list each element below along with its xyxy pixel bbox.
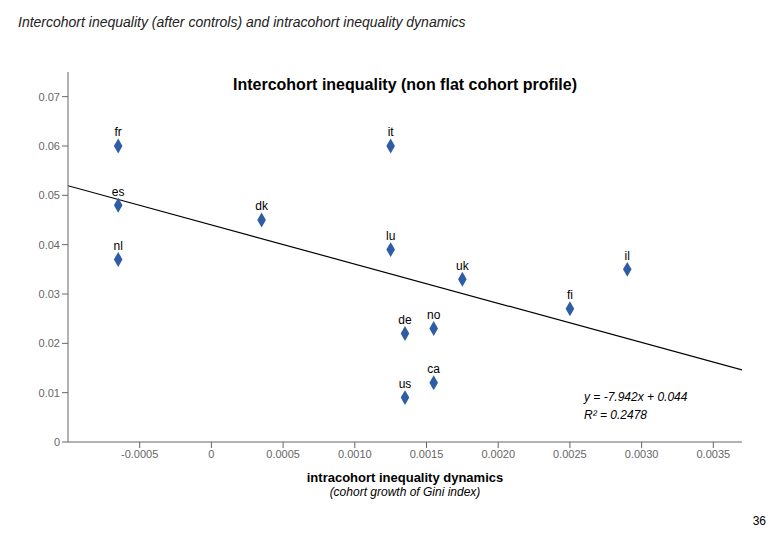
html-text:(cohort growth of Gini index): (cohort growth of Gini index)	[329, 485, 481, 499]
svg-text:nl: nl	[114, 239, 123, 253]
html-text:intracohort inequality dynamic: intracohort inequality dynamics	[306, 470, 504, 485]
svg-text:0.01: 0.01	[39, 387, 60, 399]
svg-text:dk: dk	[255, 199, 269, 213]
html-text:Intercohort inequality (after: Intercohort inequality (after controls) …	[18, 14, 466, 30]
svg-text:uk: uk	[456, 259, 470, 273]
svg-text:0: 0	[208, 448, 214, 460]
svg-text:no: no	[427, 308, 441, 322]
svg-text:0.06: 0.06	[39, 140, 60, 152]
svg-text:0.0035: 0.0035	[696, 448, 730, 460]
svg-text:il: il	[625, 249, 630, 263]
svg-text:de: de	[398, 313, 412, 327]
svg-text:ca: ca	[427, 362, 440, 376]
svg-text:-0.0005: -0.0005	[121, 448, 158, 460]
svg-text:0.0030: 0.0030	[625, 448, 659, 460]
svg-text:0.0005: 0.0005	[266, 448, 300, 460]
svg-text:es: es	[112, 185, 125, 199]
html-text:y = -7.942x + 0.044: y = -7.942x + 0.044	[584, 390, 688, 404]
svg-text:0.02: 0.02	[39, 337, 60, 349]
svg-text:lu: lu	[386, 229, 395, 243]
svg-text:0.0020: 0.0020	[481, 448, 515, 460]
svg-text:it: it	[388, 125, 395, 139]
svg-text:0.0015: 0.0015	[410, 448, 444, 460]
svg-text:us: us	[399, 377, 412, 391]
svg-text:0.05: 0.05	[39, 189, 60, 201]
html-text:R² = 0.2478: R² = 0.2478	[584, 408, 647, 422]
svg-text:0: 0	[54, 436, 60, 448]
svg-text:fi: fi	[567, 288, 573, 302]
svg-text:0.0010: 0.0010	[338, 448, 372, 460]
svg-text:0.03: 0.03	[39, 288, 60, 300]
svg-text:0.07: 0.07	[39, 91, 60, 103]
html-text:Intercohort inequality (non fl: Intercohort inequality (non flat cohort …	[233, 76, 577, 93]
svg-text:0.0025: 0.0025	[553, 448, 587, 460]
html-text:36: 36	[752, 514, 766, 528]
svg-text:fr: fr	[115, 125, 122, 139]
svg-text:0.04: 0.04	[39, 239, 60, 251]
